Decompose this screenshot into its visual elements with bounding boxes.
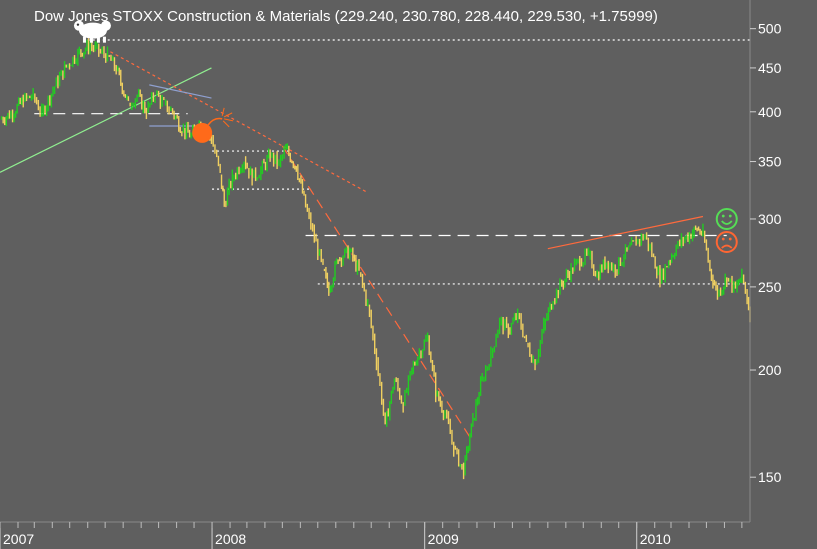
y-tick-label: 500 — [758, 21, 782, 37]
x-tick-label: 2010 — [640, 531, 671, 547]
y-tick-label: 200 — [758, 362, 782, 378]
x-tick-label: 2008 — [215, 531, 246, 547]
bear-bull-icon — [73, 20, 111, 43]
x-tick-label: 2007 — [3, 531, 34, 547]
y-tick-label: 250 — [758, 279, 782, 295]
y-tick-label: 400 — [758, 104, 782, 120]
x-axis-ticks: 2007 2008 2009 2010 — [0, 522, 743, 549]
trend-line-7 — [110, 51, 369, 194]
y-axis-ticks: 150 200 250 300 350 400 450 500 — [750, 21, 782, 485]
y-tick-label: 300 — [758, 211, 782, 227]
chart-title: Dow Jones STOXX Construction & Materials… — [34, 8, 658, 25]
trend-line-10 — [149, 84, 212, 99]
y-tick-label: 150 — [758, 469, 782, 485]
icon-layer — [73, 20, 738, 254]
frown-icon — [715, 231, 738, 254]
trend-line-8 — [281, 145, 474, 443]
x-tick-label: 2009 — [428, 531, 459, 547]
y-tick-label: 450 — [758, 60, 782, 76]
smiley-icon — [715, 207, 738, 230]
trend-line-6 — [0, 67, 212, 173]
trend-line-9 — [547, 215, 704, 250]
bomb-icon — [192, 107, 234, 143]
y-tick-label: 350 — [758, 154, 782, 170]
